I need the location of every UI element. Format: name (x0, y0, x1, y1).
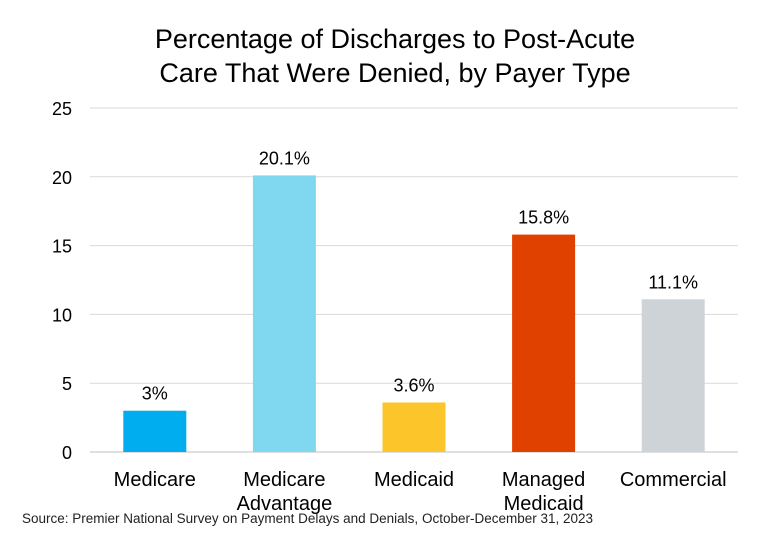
bar (123, 410, 187, 452)
y-tick-label: 5 (62, 374, 72, 394)
x-tick-label: Commercial (620, 469, 727, 491)
source-note: Source: Premier National Survey on Payme… (22, 511, 594, 526)
y-tick-label: 0 (62, 443, 72, 463)
bar (382, 402, 446, 452)
y-tick-label: 20 (52, 168, 72, 188)
data-label: 15.8% (518, 208, 569, 228)
chart-title-line-2: Care That Were Denied, by Payer Type (159, 58, 631, 88)
x-tick-label: Medicare (243, 469, 325, 491)
data-label: 3.6% (393, 375, 434, 395)
data-labels: 3% 20.1% 3.6% 15.8% 11.1% (142, 148, 698, 403)
x-tick-label: Medicaid (374, 469, 454, 491)
chart-title: Percentage of Discharges to Post-Acute C… (0, 22, 772, 90)
x-tick-label: Managed (502, 469, 585, 491)
bar (512, 234, 576, 452)
chart-title-line-1: Percentage of Discharges to Post-Acute (154, 24, 636, 54)
gridlines (90, 107, 738, 453)
x-tick-label: Medicare (114, 469, 196, 491)
bars (123, 175, 705, 452)
x-tick-label: Medicaid (504, 493, 584, 515)
x-tick-label: Advantage (237, 493, 333, 515)
data-label: 3% (142, 384, 168, 404)
bar (641, 299, 705, 452)
data-label: 20.1% (259, 148, 310, 168)
y-tick-label: 10 (52, 305, 72, 325)
y-tick-label: 25 (52, 99, 72, 119)
data-label: 11.1% (648, 272, 698, 292)
y-tick-label: 15 (52, 237, 72, 257)
bar (252, 175, 316, 452)
y-axis-ticks: 0 5 10 15 20 25 (52, 99, 72, 463)
